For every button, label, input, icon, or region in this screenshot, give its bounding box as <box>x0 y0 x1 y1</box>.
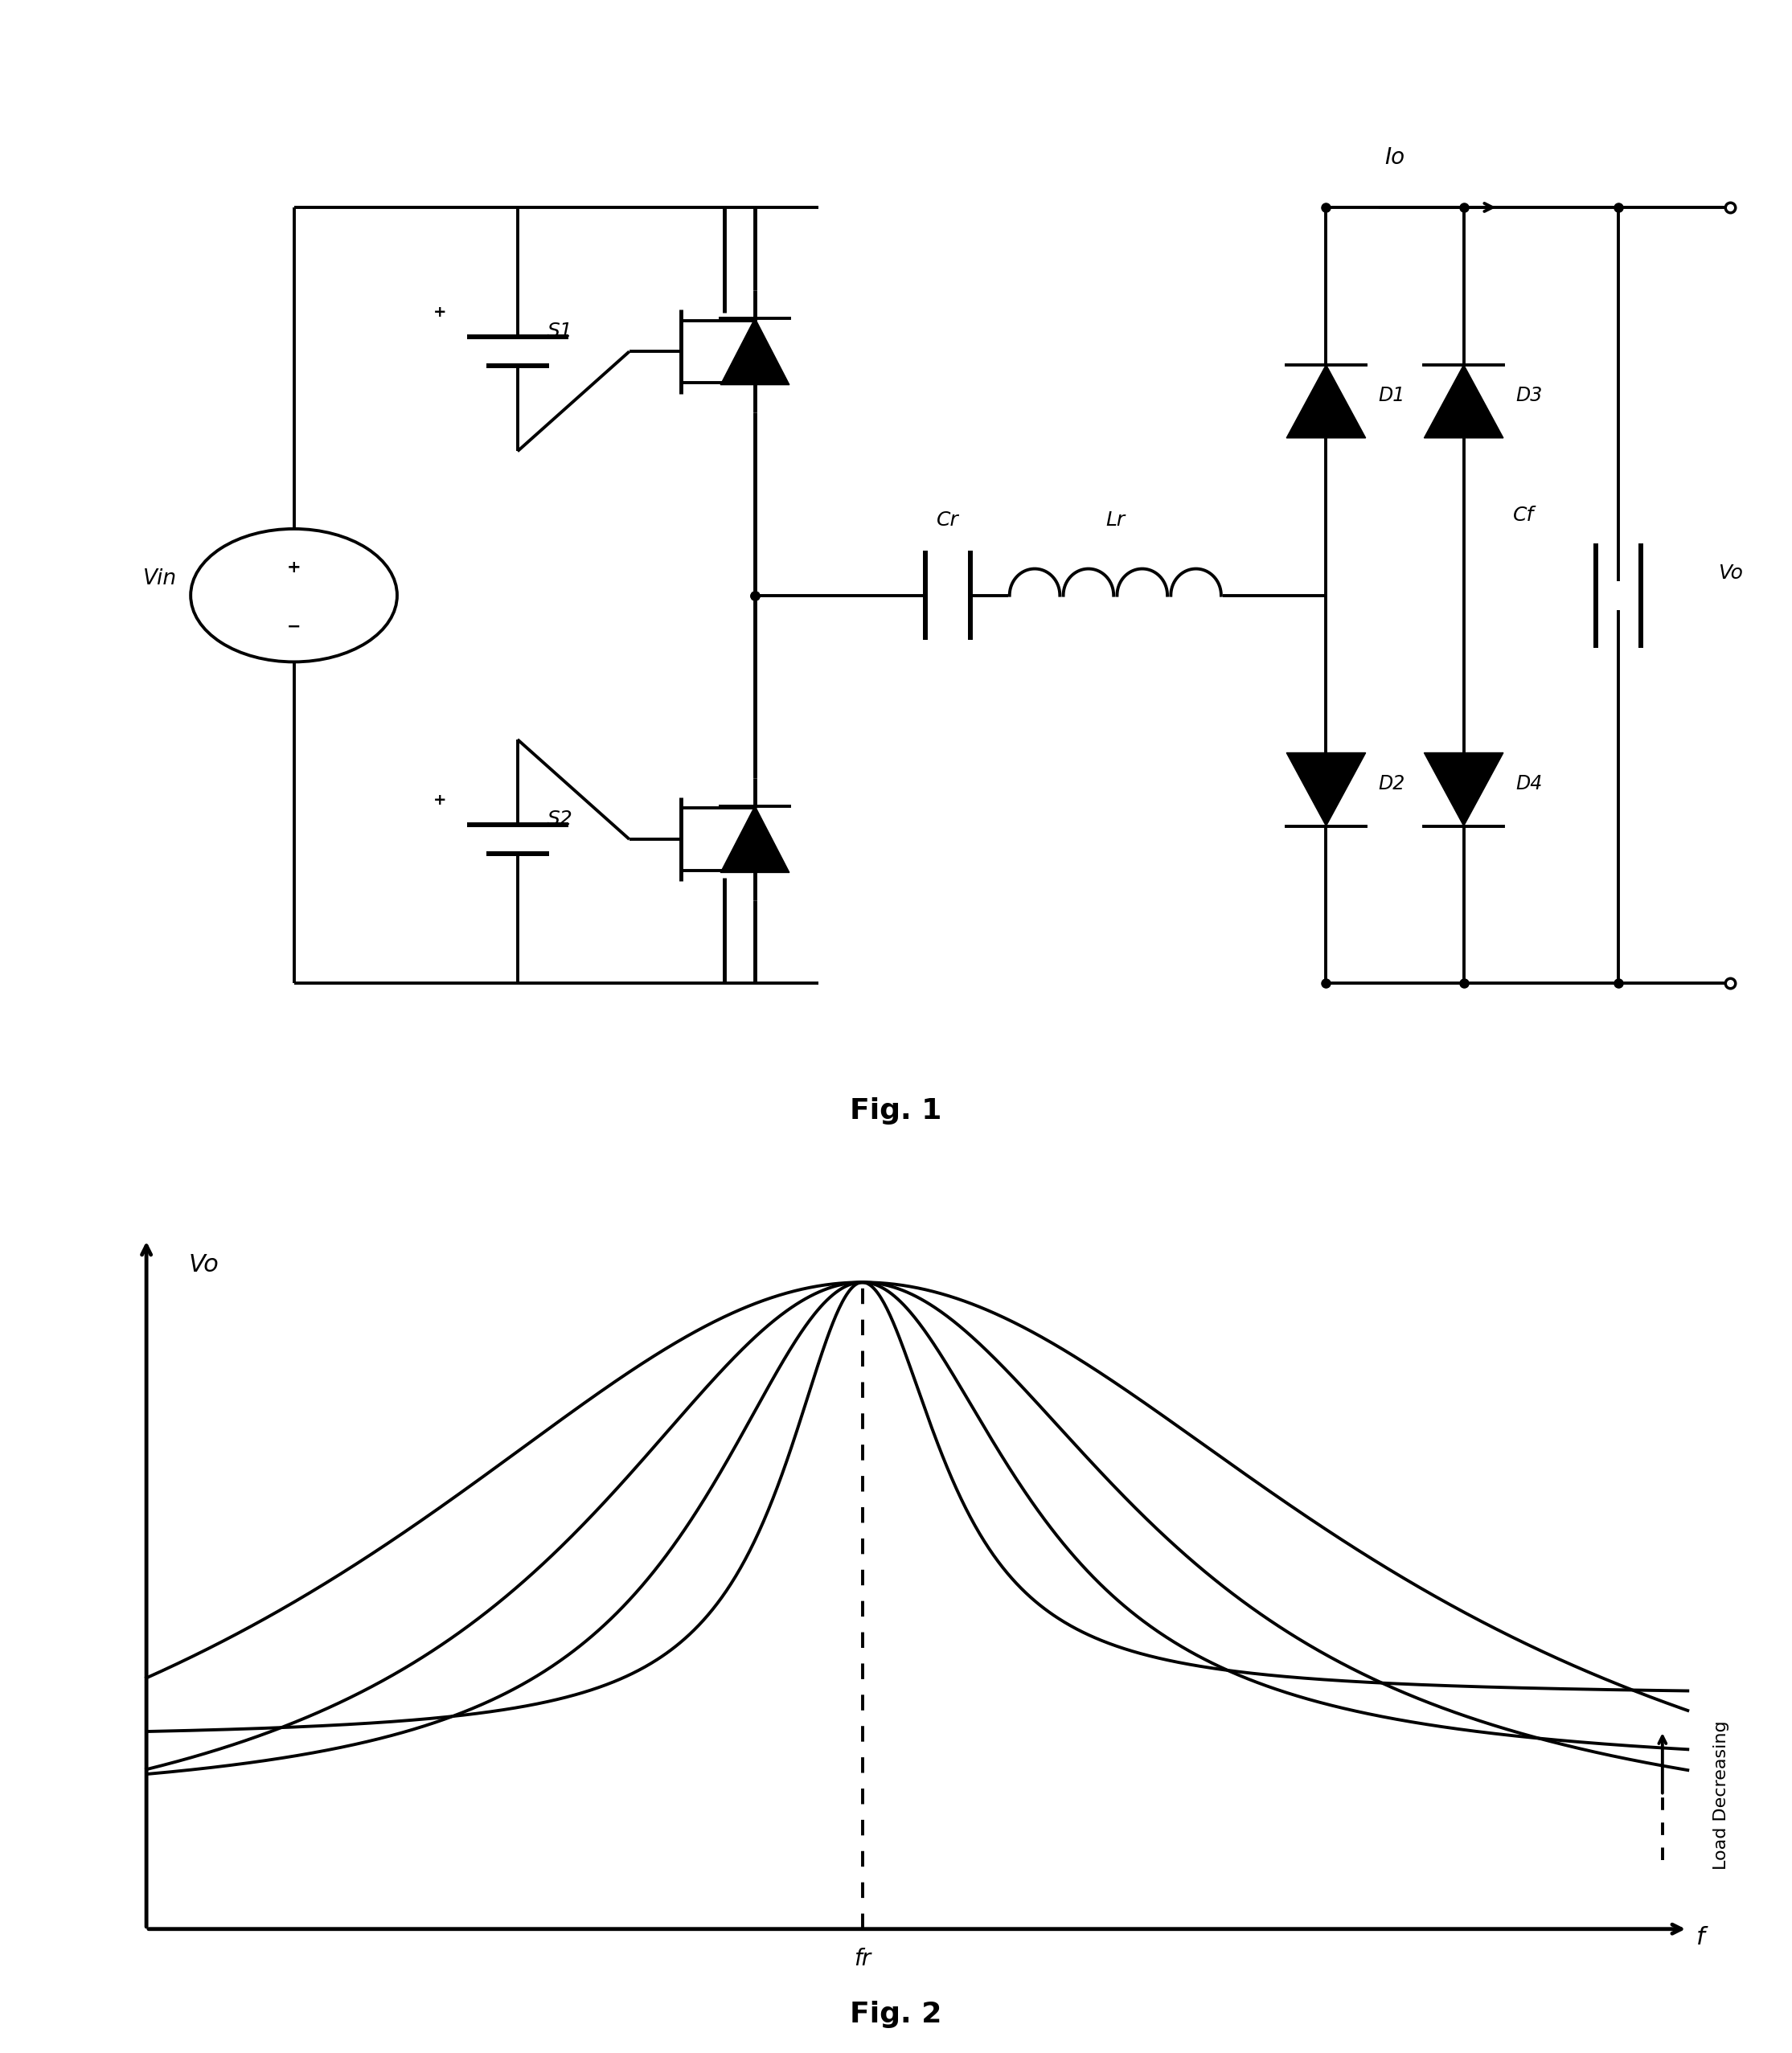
Text: fr: fr <box>853 1948 871 1971</box>
Text: Io: Io <box>1385 146 1405 168</box>
Text: D4: D4 <box>1516 774 1543 792</box>
Text: Vo: Vo <box>188 1254 219 1277</box>
Text: +: + <box>287 560 301 575</box>
Text: D3: D3 <box>1516 386 1543 404</box>
Text: D2: D2 <box>1378 774 1405 792</box>
Text: +: + <box>434 306 446 320</box>
Text: Vin: Vin <box>143 569 177 589</box>
Text: Load Decreasing: Load Decreasing <box>1713 1720 1729 1870</box>
Text: D1: D1 <box>1378 386 1405 404</box>
Polygon shape <box>720 318 788 384</box>
Text: f: f <box>1697 1926 1704 1948</box>
Text: +: + <box>434 792 446 809</box>
Text: Cf: Cf <box>1514 505 1534 526</box>
Polygon shape <box>1425 753 1503 825</box>
Polygon shape <box>720 807 788 873</box>
Text: Lr: Lr <box>1106 511 1125 530</box>
Text: Fig. 1: Fig. 1 <box>849 1096 943 1125</box>
Text: S1: S1 <box>548 322 573 341</box>
Polygon shape <box>1425 365 1503 437</box>
Polygon shape <box>1287 365 1366 437</box>
Text: −: − <box>287 618 301 634</box>
Text: Fig. 2: Fig. 2 <box>849 2002 943 2028</box>
Text: Cr: Cr <box>937 511 959 530</box>
Text: S2: S2 <box>548 809 573 829</box>
Polygon shape <box>1287 753 1366 825</box>
Text: Vo: Vo <box>1719 565 1744 583</box>
